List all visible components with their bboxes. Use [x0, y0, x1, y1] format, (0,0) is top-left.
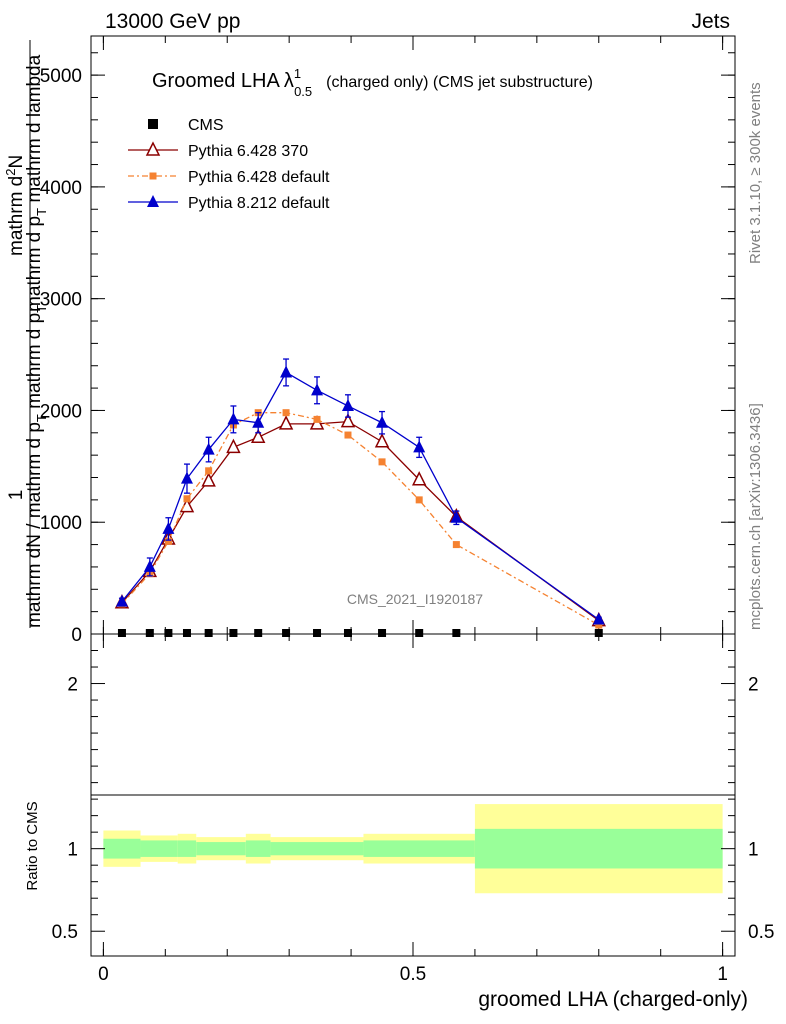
legend-entry: Pythia 8.212 default — [188, 195, 330, 212]
data-point — [183, 495, 191, 503]
data-point — [343, 629, 352, 637]
legend-entry: Pythia 6.428 default — [188, 169, 330, 186]
data-point — [313, 629, 322, 637]
x-tick-label: 0 — [98, 964, 109, 985]
ratio-y-axis-label: Ratio to CMS — [24, 801, 41, 890]
x-axis-label: groomed LHA (charged-only) — [478, 988, 748, 1011]
y-tick-label: 0 — [71, 625, 82, 646]
data-point — [145, 629, 154, 637]
ratio-y-tick-label-right: 0.5 — [748, 922, 774, 943]
ratio-band-green — [270, 842, 364, 856]
ratio-y-tick-label: 2 — [67, 675, 78, 696]
data-point — [143, 559, 156, 572]
ratio-band-green — [474, 828, 723, 869]
data-point — [205, 467, 213, 475]
rivet-label: Rivet 3.1.10, ≥ 300k events — [747, 82, 764, 264]
data-point — [229, 629, 238, 637]
mcplots-label: mcplots.cern.ch [arXiv:1306.3436] — [747, 403, 764, 630]
data-point — [452, 629, 461, 637]
data-point — [278, 415, 294, 430]
data-point — [415, 496, 423, 504]
series-pythia-8-212-default — [115, 358, 605, 625]
data-point — [376, 415, 389, 428]
legend-marker — [148, 119, 158, 129]
ratio-bands — [103, 804, 723, 894]
data-point — [595, 621, 603, 629]
legend-marker — [147, 195, 159, 207]
data-point — [162, 521, 175, 534]
data-point — [226, 438, 241, 454]
data-point — [164, 629, 173, 637]
data-point — [344, 431, 352, 439]
data-point — [180, 471, 193, 484]
data-point — [378, 629, 387, 637]
legend-marker — [149, 172, 157, 180]
legend-entry: Pythia 6.428 370 — [188, 143, 308, 160]
y-tick-label: 3000 — [40, 290, 82, 311]
series-line — [121, 371, 600, 620]
legend-entry: CMS — [188, 117, 224, 134]
ratio-band-green — [103, 838, 141, 859]
x-tick-label: 0.5 — [400, 964, 426, 985]
header-process: Jets — [691, 10, 730, 33]
data-point — [202, 442, 215, 455]
y-label-numerator: 1 — [6, 490, 27, 501]
x-tick-label: 1 — [717, 964, 728, 985]
data-point — [594, 629, 603, 637]
data-point — [204, 629, 213, 637]
data-point — [282, 629, 291, 637]
y-tick-label: 1000 — [40, 513, 82, 534]
legend-marker — [145, 141, 161, 156]
ratio-band-green — [177, 840, 197, 857]
data-point — [411, 471, 427, 486]
data-point — [450, 510, 463, 523]
data-point — [452, 541, 460, 549]
ratio-y-tick-label: 1 — [67, 840, 78, 861]
data-point — [311, 383, 324, 396]
y-label-line2: mathrm d pT mathrm d lambda — [24, 54, 49, 312]
series-cms — [117, 629, 603, 637]
data-point — [280, 365, 293, 378]
series-layer — [114, 358, 606, 637]
data-point — [254, 629, 263, 637]
y-tick-label: 5000 — [40, 66, 82, 87]
data-point — [592, 612, 605, 625]
data-point — [252, 415, 265, 428]
data-point — [117, 629, 126, 637]
legend: CMS Pythia 6.428 370 Pythia 6.428 default P… — [128, 117, 330, 212]
data-point — [282, 409, 290, 417]
y-tick-label: 4000 — [40, 178, 82, 199]
data-point — [164, 537, 172, 545]
ratio-y-tick-label-right: 1 — [748, 840, 759, 861]
data-point — [115, 594, 128, 607]
data-point — [413, 440, 426, 453]
data-point — [313, 415, 321, 423]
data-point — [227, 412, 240, 425]
main-y-axis-label: 1 mathrm d2N mathrm d pT mathrm d lambda… — [3, 40, 49, 628]
axis-ticks: 0 0.5 1 0 1000 2000 3000 4000 5000 0.5 0.5 1 1 2 2 — [40, 36, 774, 985]
data-point — [415, 629, 424, 637]
chart-title: Groomed LHA λ1 0.5(charged only) (CMS jet … — [152, 66, 593, 99]
ratio-band-green — [245, 840, 271, 857]
ratio-band-green — [196, 842, 246, 856]
ratio-band-green — [140, 840, 178, 857]
data-point — [201, 472, 216, 487]
data-point — [340, 412, 356, 428]
data-point — [182, 629, 191, 637]
ratio-y-tick-label: 0.5 — [52, 922, 78, 943]
data-point — [374, 433, 390, 448]
y-tick-label: 2000 — [40, 401, 82, 422]
data-point — [378, 458, 386, 466]
data-point — [250, 428, 266, 444]
header-energy: 13000 GeV pp — [105, 10, 240, 33]
series-line — [121, 412, 600, 626]
ratio-band-green — [363, 840, 475, 857]
y-label-denominator: mathrm dN / mathrm d pT mathrm d pT — [24, 305, 49, 628]
data-point — [341, 398, 354, 411]
analysis-watermark: CMS_2021_I1920187 — [347, 591, 483, 607]
y-label-line1: mathrm d2N — [3, 155, 27, 256]
ratio-y-tick-label-right: 2 — [748, 675, 759, 696]
